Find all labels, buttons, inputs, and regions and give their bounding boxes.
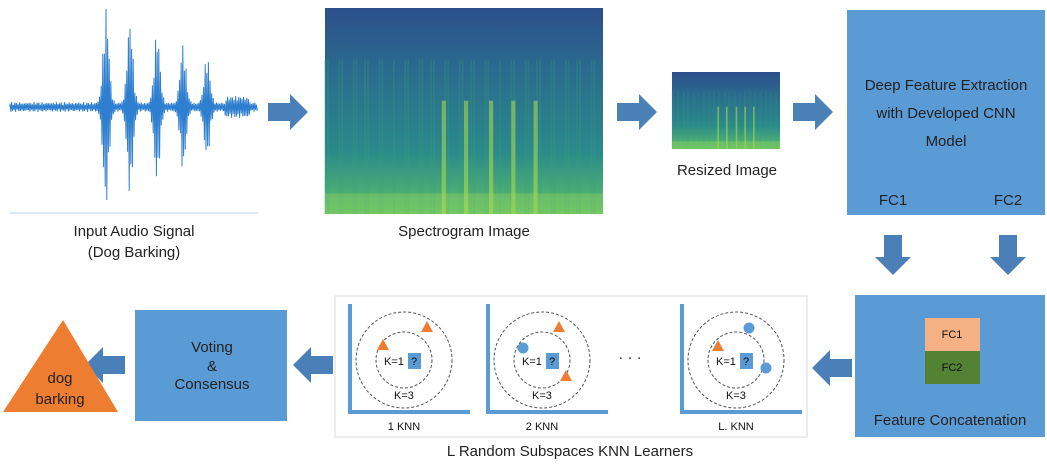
- k1-label: K=1: [522, 356, 542, 368]
- output-label: dog: [47, 370, 72, 387]
- arrow: [875, 235, 911, 275]
- learner-label: 1 KNN: [388, 421, 420, 433]
- low-band: [672, 141, 780, 149]
- query-label: ?: [411, 356, 417, 368]
- diagram: Input Audio Signal (Dog Barking) Spectrogr…: [0, 0, 1047, 464]
- fc2-label: FC2: [942, 362, 963, 374]
- voting-label: Consensus: [174, 376, 249, 393]
- fc-label: FC2: [994, 192, 1022, 209]
- k1-label: K=1: [716, 356, 736, 368]
- arrow: [268, 94, 308, 130]
- axis: [680, 410, 802, 414]
- fc-label: FC1: [879, 192, 907, 209]
- knn-panel: [335, 296, 807, 437]
- k3-label: K=3: [726, 390, 746, 402]
- input-label: (Dog Barking): [88, 244, 181, 261]
- k1-label: K=1: [384, 356, 404, 368]
- class-circle: [744, 323, 755, 334]
- ellipsis: · · ·: [618, 349, 641, 366]
- arrow: [990, 235, 1026, 275]
- output-label: barking: [35, 391, 84, 408]
- cnn-label: with Developed CNN: [875, 105, 1015, 122]
- knn-label: L Random Subspaces KNN Learners: [447, 443, 693, 460]
- low-band: [325, 193, 603, 214]
- query-label: ?: [549, 356, 555, 368]
- axis: [486, 304, 490, 414]
- arrow: [293, 347, 333, 383]
- k3-label: K=3: [394, 390, 414, 402]
- axis: [348, 410, 470, 414]
- class-circle: [761, 363, 772, 374]
- input-label: Input Audio Signal: [74, 223, 195, 240]
- resized-label: Resized Image: [677, 162, 777, 179]
- voting-label: &: [207, 358, 217, 375]
- fc1-label: FC1: [942, 329, 963, 341]
- learner-label: L. KNN: [718, 421, 754, 433]
- axis: [486, 410, 608, 414]
- query-label: ?: [743, 356, 749, 368]
- waveform: [10, 9, 257, 200]
- k3-label: K=3: [532, 390, 552, 402]
- axis: [348, 304, 352, 414]
- arrow: [812, 350, 852, 386]
- axis: [680, 304, 684, 414]
- cnn-label: Model: [926, 133, 967, 150]
- cnn-label: Deep Feature Extraction: [865, 77, 1028, 94]
- learner-label: 2 KNN: [526, 421, 558, 433]
- arrow: [617, 94, 657, 130]
- class-circle: [518, 343, 529, 354]
- concat-label: Feature Concatenation: [874, 412, 1027, 429]
- arrow: [793, 94, 833, 130]
- voting-label: Voting: [191, 339, 233, 356]
- spectrogram-label: Spectrogram Image: [398, 223, 530, 240]
